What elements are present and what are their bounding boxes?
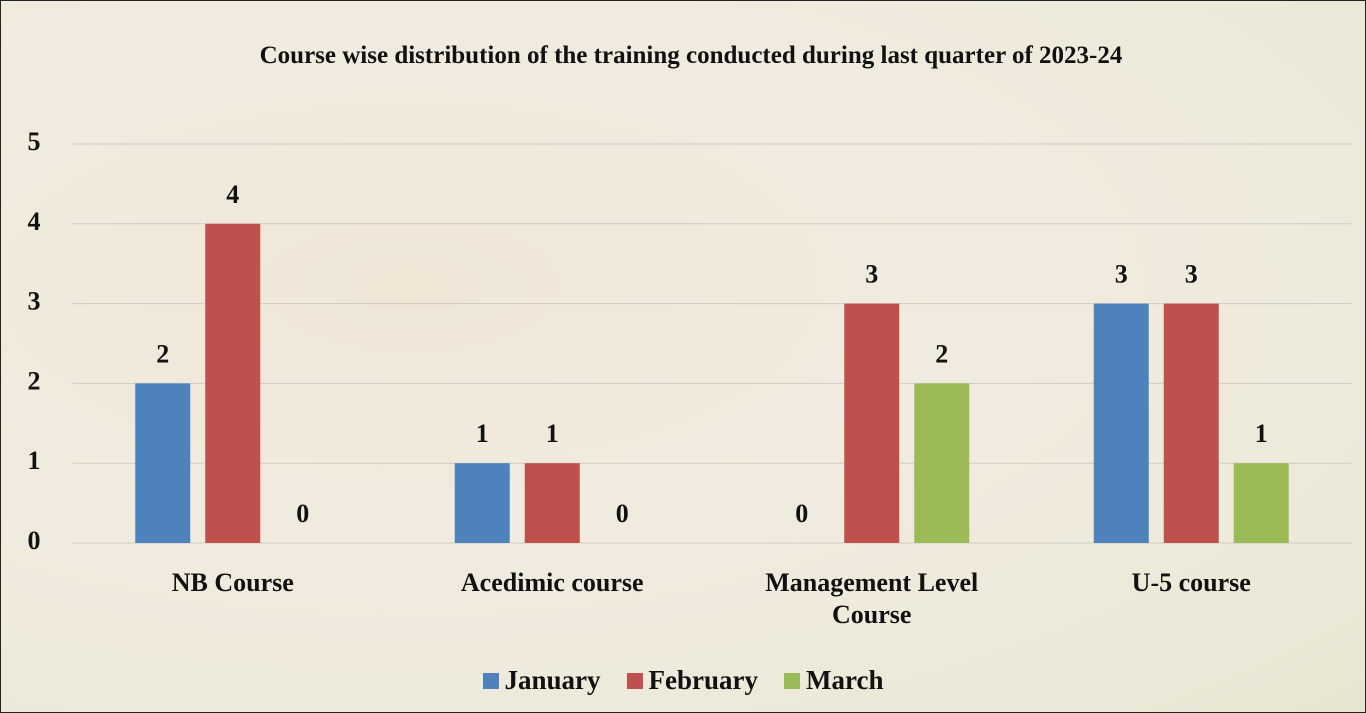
- data-label: 3: [865, 260, 878, 289]
- bar: [1094, 304, 1149, 543]
- legend: January February March: [1, 665, 1365, 696]
- data-label: 2: [156, 339, 169, 368]
- legend-swatch: [627, 673, 643, 689]
- bar: [525, 463, 580, 543]
- data-label: 1: [546, 419, 559, 448]
- y-tick-label: 5: [28, 127, 41, 156]
- data-label: 2: [935, 339, 948, 368]
- data-label: 0: [795, 499, 808, 528]
- x-tick-label: U-5 course: [1046, 567, 1336, 599]
- y-tick-label: 3: [28, 287, 41, 316]
- plot-area: 0 1 2 3 4 5 2 4 0 1 1 0 0 3 2 3 3 1: [1, 1, 1365, 712]
- legend-swatch: [784, 673, 800, 689]
- legend-item: March: [784, 665, 883, 696]
- legend-label: February: [649, 665, 758, 696]
- y-tick-label: 1: [28, 446, 41, 475]
- bar: [205, 224, 260, 543]
- x-tick-label: Management Level Course: [727, 567, 1017, 631]
- legend-item: February: [627, 665, 758, 696]
- bar: [844, 304, 899, 543]
- bar: [914, 383, 969, 543]
- bar: [1164, 304, 1219, 543]
- y-tick-label: 2: [28, 366, 41, 395]
- legend-label: January: [505, 665, 601, 696]
- legend-label: March: [806, 665, 883, 696]
- chart: 0 1 2 3 4 5 2 4 0 1 1 0 0 3 2 3 3 1 Course wise distribut…: [0, 0, 1366, 713]
- data-label: 3: [1115, 260, 1128, 289]
- y-tick-label: 4: [28, 207, 41, 236]
- data-label: 1: [1255, 419, 1268, 448]
- data-label: 0: [616, 499, 629, 528]
- data-label: 3: [1185, 260, 1198, 289]
- data-label: 0: [296, 499, 309, 528]
- chart-title: Course wise distribution of the training…: [141, 41, 1241, 71]
- legend-item: January: [483, 665, 601, 696]
- x-tick-label: NB Course: [88, 567, 378, 599]
- legend-swatch: [483, 673, 499, 689]
- bar: [1234, 463, 1289, 543]
- bar: [135, 383, 190, 543]
- x-tick-label: Acedimic course: [407, 567, 697, 599]
- data-label: 4: [226, 180, 239, 209]
- data-label: 1: [476, 419, 489, 448]
- bar: [455, 463, 510, 543]
- y-tick-label: 0: [28, 526, 41, 555]
